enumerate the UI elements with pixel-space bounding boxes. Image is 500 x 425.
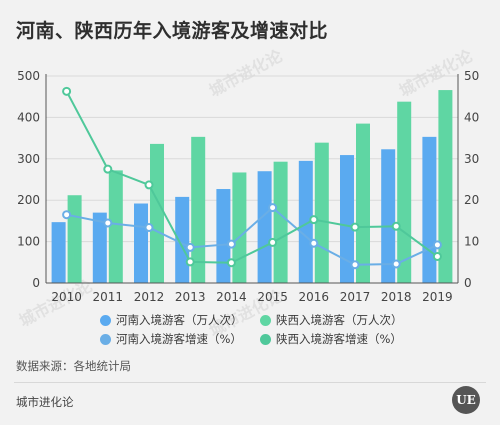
bar xyxy=(257,171,272,283)
y-axis-left: 0 100 200 300 400 500 xyxy=(17,69,47,290)
x-tick-label: 2013 xyxy=(175,290,206,304)
line-point xyxy=(62,210,72,220)
brand-name: 城市进化论 xyxy=(16,395,74,409)
legend-item: 陕西入境游客（万人次） xyxy=(260,312,403,328)
bars xyxy=(51,90,453,284)
legend-dot-shaanxi-bar xyxy=(260,314,271,326)
bar xyxy=(381,149,396,283)
line-point xyxy=(144,223,154,233)
y-tick-right: 50 xyxy=(464,69,479,83)
line-point xyxy=(432,240,442,250)
x-tick-label: 2017 xyxy=(340,290,371,304)
x-tick-label: 2010 xyxy=(51,290,82,304)
lines xyxy=(62,86,442,270)
bar xyxy=(438,90,453,284)
source-note: 数据来源：各地统计局 xyxy=(16,359,131,373)
legend-item: 河南入境游客增速（%） xyxy=(100,331,242,347)
line-point xyxy=(268,203,278,213)
bar xyxy=(232,172,247,283)
divider xyxy=(14,382,486,383)
y-tick-right: 40 xyxy=(464,110,479,124)
line-point xyxy=(391,221,401,231)
bar xyxy=(150,143,164,283)
bar xyxy=(298,160,313,283)
line-point xyxy=(309,215,319,225)
line-point xyxy=(185,242,195,252)
line-point xyxy=(432,252,442,262)
y-tick-right: 0 xyxy=(464,276,472,290)
line-point xyxy=(350,260,360,270)
bar xyxy=(92,212,107,283)
x-axis: 2010 2011 2012 2013 2014 2015 2016 2017 2018 2019 xyxy=(46,282,458,304)
bar xyxy=(356,123,370,283)
y-tick-right: 10 xyxy=(464,235,479,249)
bar xyxy=(108,170,123,283)
line-point xyxy=(268,237,278,247)
line-point xyxy=(350,222,360,232)
y-tick-left: 300 xyxy=(17,152,40,166)
y-tick-left: 0 xyxy=(32,276,40,290)
line-point xyxy=(144,180,154,190)
legend-label: 陕西入境游客（万人次） xyxy=(276,313,403,327)
line-point xyxy=(62,86,72,96)
x-tick-label: 2011 xyxy=(93,290,124,304)
x-tick-label: 2015 xyxy=(257,290,288,304)
y-axis-right: 0 10 20 30 40 50 xyxy=(457,69,479,290)
bar xyxy=(422,136,437,283)
series-line xyxy=(66,206,438,266)
x-tick-label: 2014 xyxy=(216,290,247,304)
y-tick-left: 500 xyxy=(17,69,40,83)
logo: UE xyxy=(452,386,480,414)
line-point xyxy=(103,218,113,228)
bar xyxy=(67,195,82,283)
legend-label: 河南入境游客增速（%） xyxy=(116,332,242,346)
y-tick-left: 400 xyxy=(17,110,40,124)
bar xyxy=(273,161,288,283)
x-tick-label: 2018 xyxy=(381,290,412,304)
line-point xyxy=(185,257,195,267)
y-tick-left: 200 xyxy=(17,193,40,207)
bar xyxy=(175,196,190,283)
bar xyxy=(134,203,148,283)
line-point xyxy=(226,239,236,249)
bar xyxy=(51,222,66,283)
bar xyxy=(314,142,329,283)
legend-item: 陕西入境游客增速（%） xyxy=(260,331,402,347)
legend-dot-henan-line xyxy=(100,333,111,345)
x-tick-label: 2016 xyxy=(299,290,330,304)
line-point xyxy=(391,259,401,269)
legend-dot-shaanxi-line xyxy=(260,333,271,345)
legend-item: 河南入境游客（万人次） xyxy=(100,312,243,328)
series-line xyxy=(65,90,438,264)
y-tick-right: 30 xyxy=(464,152,479,166)
legend-label: 河南入境游客（万人次） xyxy=(116,313,243,327)
chart-title: 河南、陕西历年入境游客及增速对比 xyxy=(16,20,329,42)
y-tick-left: 100 xyxy=(17,235,40,249)
legend-label: 陕西入境游客增速（%） xyxy=(276,332,402,346)
bar xyxy=(397,101,412,283)
bar xyxy=(216,189,231,283)
line-point xyxy=(226,258,236,268)
line-point xyxy=(309,238,319,248)
line-point xyxy=(103,164,113,174)
bar xyxy=(340,155,354,283)
x-tick-label: 2019 xyxy=(422,290,453,304)
x-tick-label: 2012 xyxy=(134,290,165,304)
y-tick-right: 20 xyxy=(464,193,479,207)
legend-dot-henan-bar xyxy=(100,314,111,326)
